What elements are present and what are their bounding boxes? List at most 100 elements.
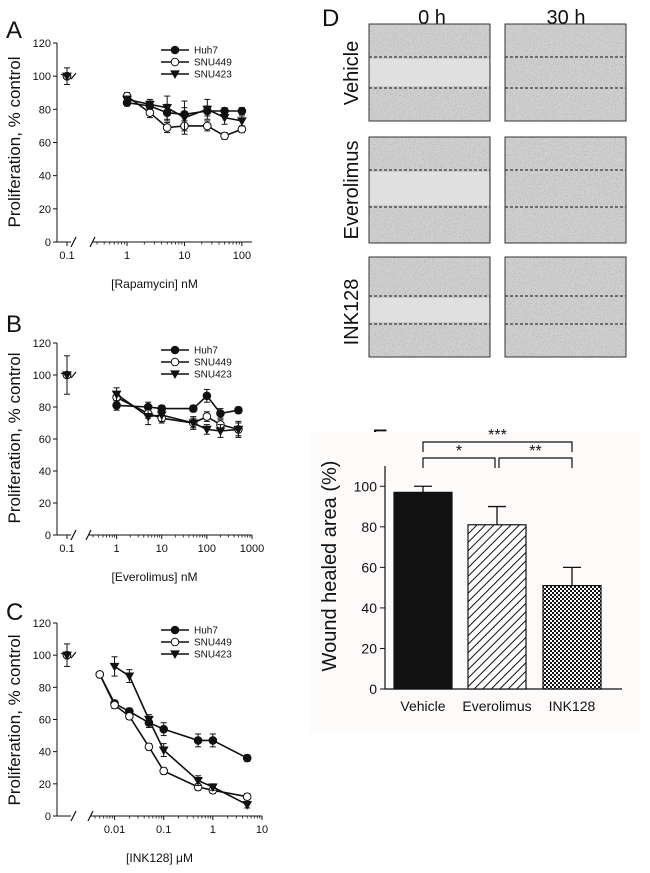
charta-legend-label: SNU423 xyxy=(194,70,232,81)
chartb-control-point xyxy=(62,371,72,381)
chartc-snu423-point xyxy=(124,672,135,682)
charta-snu423-point xyxy=(122,95,132,105)
chartb-axis-break xyxy=(85,529,92,541)
e-significance-bracket-1 xyxy=(498,457,573,468)
chartb-y-tick-label: 100 xyxy=(33,370,51,382)
e-bar-ink128 xyxy=(542,585,602,690)
row-label-everolimus: Everolimus xyxy=(341,141,363,240)
e-y-tick-label: 20 xyxy=(361,640,377,656)
charta-y-tick-label: 100 xyxy=(33,71,51,83)
chartb-y-axis-title: Proliferation, % control xyxy=(5,352,24,523)
micrograph-border-r2-c0 xyxy=(368,256,491,358)
chartb-snu423-point xyxy=(156,411,167,421)
chartb-x-tick-label: 1000 xyxy=(240,543,264,555)
chartc-legend-marker xyxy=(170,637,180,647)
chartc-axis-break xyxy=(87,810,94,822)
charta-y-tick-label: 60 xyxy=(39,138,51,150)
chartb-legend-marker xyxy=(170,370,180,380)
chartb-huh7-point xyxy=(112,401,121,410)
e-category-label-2: INK128 xyxy=(549,698,596,714)
chartc-control-point xyxy=(62,651,72,661)
micrograph-border-r1-c1 xyxy=(504,136,627,244)
chartb-snu423-point xyxy=(188,419,199,429)
chartc-huh7-point xyxy=(242,753,252,763)
chartb-huh7-point xyxy=(202,391,212,401)
charta-y-axis-title: Proliferation, % control xyxy=(5,56,24,227)
chartc-y-tick-label: 40 xyxy=(39,747,51,759)
e-y-tick-label: 100 xyxy=(354,478,378,494)
micrograph-texture-r1-c1 xyxy=(505,137,626,243)
charta-axis-break xyxy=(89,236,96,248)
charta-y-tick-label: 0 xyxy=(45,237,51,249)
chartc-y-tick-label: 120 xyxy=(33,618,51,630)
chartc-y-axis-title: Proliferation, % control xyxy=(5,634,24,805)
chartc-snu449-point xyxy=(144,742,154,752)
chartc-y-tick-label: 60 xyxy=(39,715,51,727)
charta-legend-label: SNU449 xyxy=(194,58,232,69)
chartc-snu423-point xyxy=(207,783,218,793)
e-y-tick-label: 80 xyxy=(361,519,377,535)
chartb-y-tick-label: 20 xyxy=(39,498,51,510)
chartc-snu423-point xyxy=(158,746,169,756)
chartc-y-tick-label: 20 xyxy=(39,779,51,791)
chartc-series-huh7-line xyxy=(99,674,248,759)
chartb-axis-break xyxy=(70,529,77,541)
chartb-huh7-point xyxy=(234,405,243,415)
charta-x-tick-label: 10 xyxy=(178,250,190,262)
micrograph-border-r1-c0 xyxy=(368,136,491,244)
chartb-y-tick-label: 60 xyxy=(39,434,51,446)
chartb-legend-label: Huh7 xyxy=(194,346,218,357)
chartb-snu423-point xyxy=(143,412,154,422)
charta-y-tick-label: 80 xyxy=(39,104,51,116)
chartc-legend-marker xyxy=(170,625,180,635)
e-y-tick-label: 60 xyxy=(361,559,377,575)
chartb-legend-marker xyxy=(170,357,180,367)
charta-legend-marker xyxy=(170,57,180,67)
e-significance-label-2: *** xyxy=(488,427,507,444)
chartb-legend-marker xyxy=(170,345,180,355)
e-bar-vehicle xyxy=(393,491,453,690)
chartc-snu423-point xyxy=(193,777,203,786)
chartc-legend-marker xyxy=(170,650,180,660)
chartc-legend-label: SNU449 xyxy=(194,638,232,649)
wound-gap-r1 xyxy=(370,172,489,205)
charta-legend-marker xyxy=(170,70,180,80)
panel-d-wound-images: 0 h 30 h Vehicle Everolimus INK128 xyxy=(341,7,627,358)
e-significance-label-1: ** xyxy=(529,443,541,460)
chartc-snu449-point xyxy=(242,792,252,802)
charta-control-point xyxy=(62,72,72,82)
chartb-y-tick-label: 80 xyxy=(39,402,51,414)
chartc-axis-break xyxy=(70,810,77,822)
e-category-label-0: Vehicle xyxy=(400,698,445,714)
charta-x-tick-label: 0.1 xyxy=(59,250,74,262)
chartc-snu423-point xyxy=(109,662,120,672)
charta-y-tick-label: 120 xyxy=(33,38,51,50)
chartc-huh7-point xyxy=(208,736,218,745)
chartb-snu423-point xyxy=(111,390,122,400)
chartc-huh7-point xyxy=(159,724,169,734)
charta-x-tick-label: 100 xyxy=(233,250,251,262)
charta-y-tick-label: 40 xyxy=(39,171,51,183)
chartb-huh7-point xyxy=(188,404,198,413)
chartc-line-break xyxy=(70,651,77,659)
micrograph-texture-r2-c1 xyxy=(505,257,626,357)
chartc-huh7-point xyxy=(193,736,203,745)
panel-letter-c: C xyxy=(6,599,23,626)
e-category-label-1: Everolimus xyxy=(462,698,531,714)
micrograph-border-r2-c1 xyxy=(504,256,627,358)
chartb-x-axis-title: [Everolimus] nM xyxy=(111,570,197,584)
chart-c-ink128: 0 20 40 60 80 100 120 0.01 0.1 1 10 [INK128] μM Prol… xyxy=(5,618,268,865)
e-significance-bracket-2 xyxy=(422,441,573,452)
chartb-x-tick-label: 10 xyxy=(156,543,168,555)
charta-snu423-point xyxy=(237,117,247,126)
chartb-snu423-point xyxy=(233,425,244,435)
chart-b-everolimus: 0 20 40 60 80 100 120 0.1 1 10 100 1000 [Everolimus]… xyxy=(5,338,264,584)
wound-gap-r0 xyxy=(370,59,489,86)
charta-x-tick-label: 1 xyxy=(124,250,130,262)
chartc-snu449-point xyxy=(125,711,134,721)
charta-huh7-point xyxy=(237,106,247,116)
charta-x-axis-title: [Rapamycin] nM xyxy=(111,277,198,291)
charta-snu449-point xyxy=(203,121,212,131)
chartc-x-tick-label: 1 xyxy=(210,824,216,836)
chartc-x-tick-label: 10 xyxy=(256,824,268,836)
